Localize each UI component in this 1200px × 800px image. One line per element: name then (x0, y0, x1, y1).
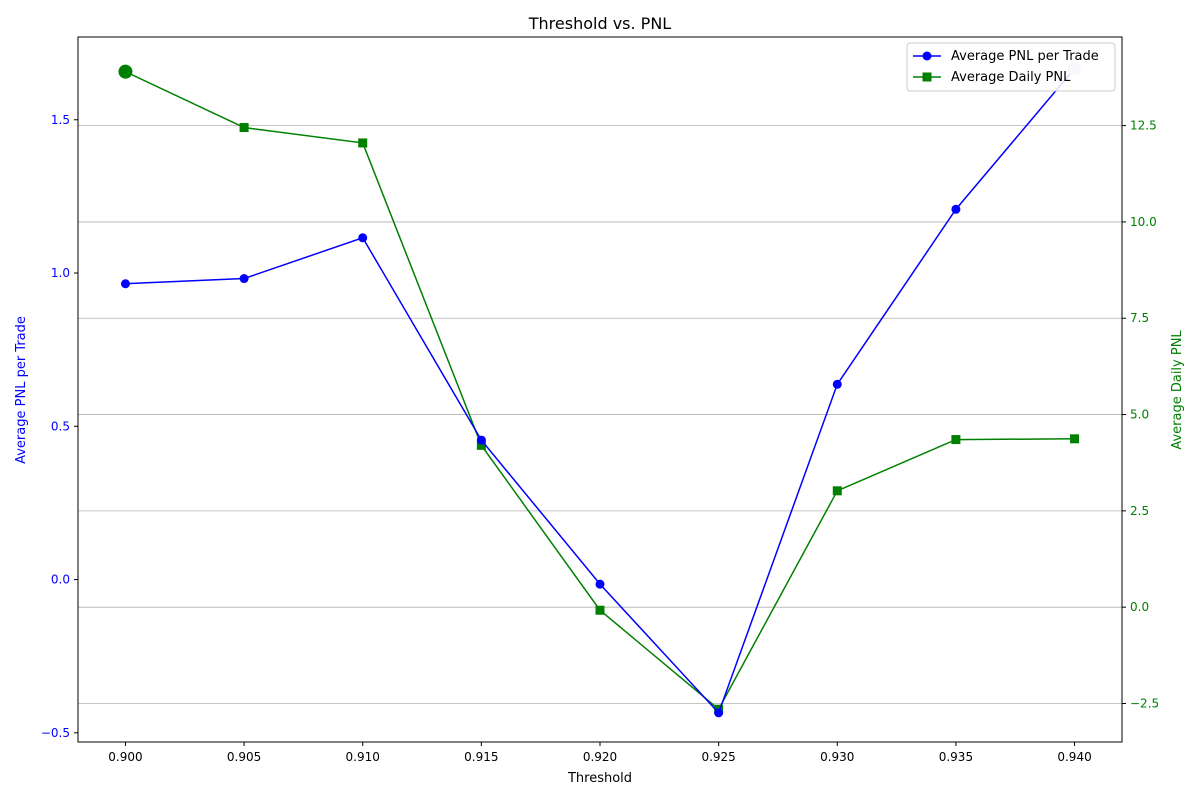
y-left-tick-label-0: −0.5 (41, 726, 70, 740)
x-axis-title: Threshold (567, 771, 632, 786)
point-daily-pnl-2 (358, 138, 368, 148)
y-axis-left: −0.5 0.0 0.5 1.0 1.5 (41, 113, 78, 740)
legend-label-pnl-per-trade: Average PNL per Trade (951, 49, 1099, 64)
point-pnl-per-trade-3 (476, 435, 486, 445)
point-pnl-per-trade-2 (358, 233, 368, 243)
legend-box (906, 42, 1116, 92)
point-daily-pnl-1 (239, 123, 249, 133)
point-daily-pnl-6 (832, 486, 842, 496)
legend-label-daily-pnl: Average Daily PNL (951, 70, 1071, 85)
x-tick-label-1: 0.905 (227, 750, 261, 764)
legend-marker-pnl-per-trade (922, 51, 932, 61)
y-left-tick-label-4: 1.5 (51, 113, 70, 127)
point-daily-pnl-4 (595, 605, 605, 615)
point-pnl-per-trade-6 (832, 379, 842, 389)
y-right-tick-label-6: 12.5 (1130, 119, 1157, 133)
point-daily-pnl-0 (118, 64, 133, 79)
y-right-tick-label-3: 5.0 (1130, 408, 1149, 422)
point-daily-pnl-3 (476, 440, 486, 450)
point-pnl-per-trade-4 (595, 579, 605, 589)
y-left-tick-label-2: 0.5 (51, 419, 70, 433)
x-tick-label-5: 0.925 (701, 750, 735, 764)
x-tick-label-0: 0.900 (108, 750, 142, 764)
y-axis-right: −2.5 0.0 2.5 5.0 7.5 10.0 12.5 (1122, 119, 1159, 710)
legend-marker-daily-pnl (922, 72, 932, 82)
y-right-tick-label-0: −2.5 (1130, 696, 1159, 710)
point-pnl-per-trade-0 (120, 279, 130, 289)
y-right-tick-label-5: 10.0 (1130, 215, 1157, 229)
legend: Average PNL per Trade Average Daily PNL (906, 42, 1116, 92)
x-axis: 0.900 0.905 0.910 0.915 0.920 0.925 0.930 0.935… (108, 742, 1092, 764)
point-daily-pnl-8 (1070, 434, 1080, 444)
point-daily-pnl-7 (951, 435, 961, 445)
point-pnl-per-trade-5 (714, 708, 724, 718)
point-pnl-per-trade-7 (951, 204, 961, 214)
series-pnl-per-trade (120, 61, 1082, 718)
y-right-tick-label-1: 0.0 (1130, 600, 1149, 614)
x-tick-label-7: 0.935 (939, 750, 973, 764)
x-tick-label-8: 0.940 (1057, 750, 1091, 764)
y-left-tick-label-3: 1.0 (51, 266, 70, 280)
x-tick-label-4: 0.920 (583, 750, 617, 764)
series-layer (118, 61, 1082, 718)
grid-lines (78, 125, 1122, 704)
x-tick-label-3: 0.915 (464, 750, 498, 764)
y-left-tick-label-1: 0.0 (51, 573, 70, 587)
y-right-tick-label-4: 7.5 (1130, 311, 1149, 325)
chart-title: Threshold vs. PNL (528, 14, 672, 33)
point-pnl-per-trade-1 (239, 274, 249, 284)
x-tick-label-2: 0.910 (346, 750, 380, 764)
y-axis-left-title: Average PNL per Trade (14, 316, 29, 464)
y-right-tick-label-2: 2.5 (1130, 504, 1149, 518)
x-tick-label-6: 0.930 (820, 750, 854, 764)
y-axis-right-title: Average Daily PNL (1170, 330, 1185, 450)
